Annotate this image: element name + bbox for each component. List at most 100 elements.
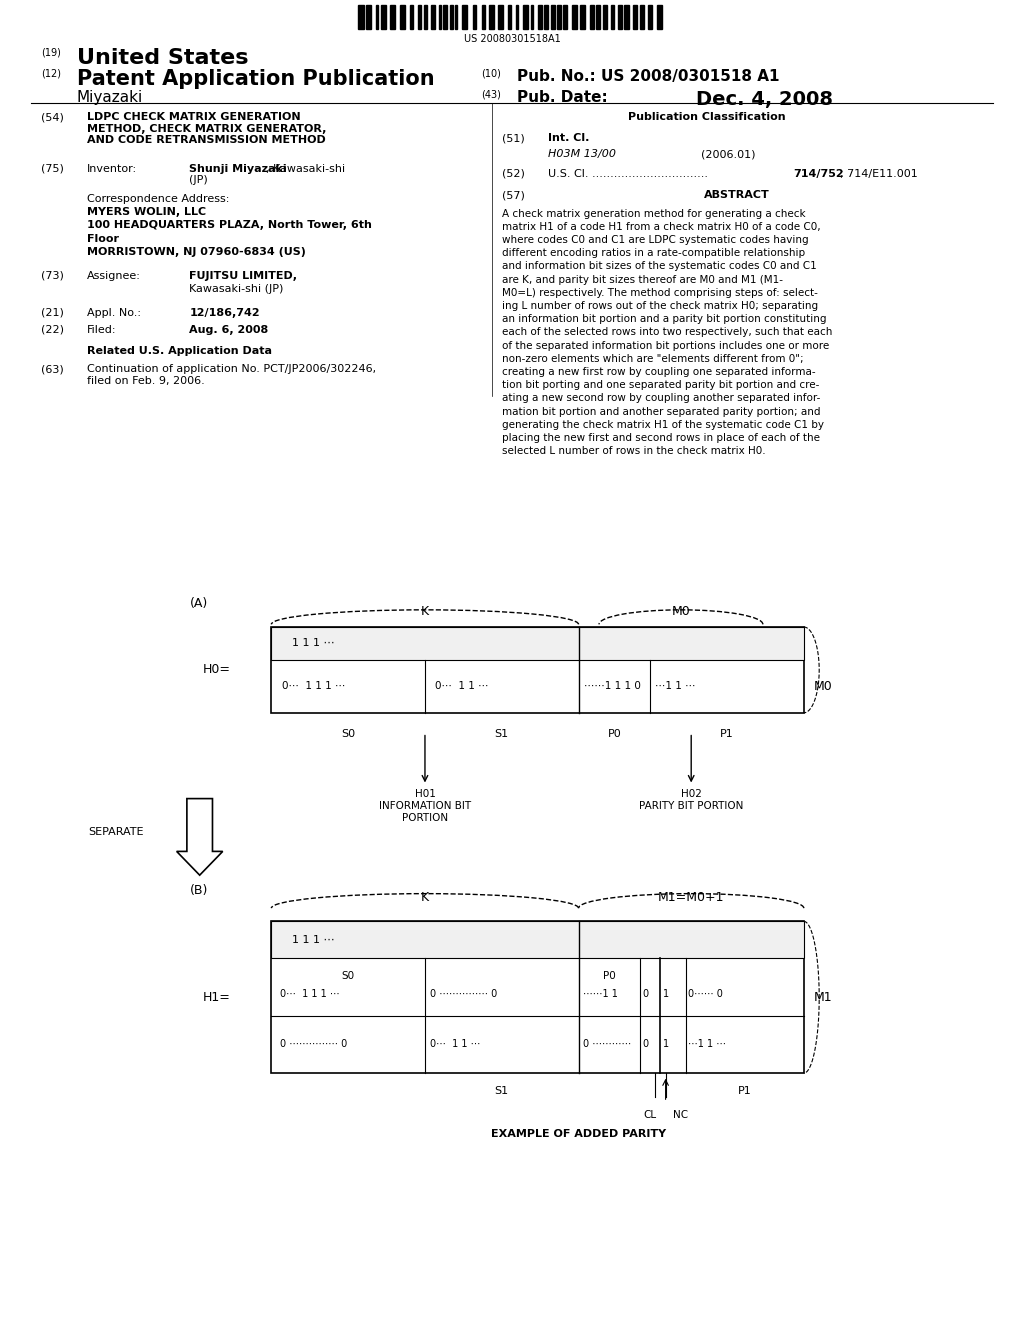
Text: 0: 0 [642,1039,648,1049]
Bar [271,921,804,958]
Text: 0⋯  1 1 1 ⋯: 0⋯ 1 1 1 ⋯ [280,989,339,999]
Bar [443,5,446,29]
Bar [400,5,406,29]
Text: 1 1 1 ⋯: 1 1 1 ⋯ [292,935,335,945]
Bar [366,5,371,29]
Text: ABSTRACT: ABSTRACT [705,190,770,201]
Text: M0: M0 [672,605,690,618]
Bar [498,5,503,29]
Text: Floor: Floor [87,234,119,244]
Bar [538,5,542,29]
Text: CL: CL [644,1110,656,1121]
Text: P0: P0 [603,972,615,982]
Text: EXAMPLE OF ADDED PARITY: EXAMPLE OF ADDED PARITY [490,1129,667,1139]
Text: (21): (21) [41,308,63,318]
Bar [389,5,395,29]
Bar [640,5,644,29]
Text: (A): (A) [189,597,208,610]
Text: , Kawasaki-shi
(JP): , Kawasaki-shi (JP) [189,164,345,185]
Text: (2006.01): (2006.01) [701,149,756,160]
Text: NC: NC [674,1110,688,1121]
Bar [438,5,440,29]
Bar [424,5,427,29]
Bar [610,5,614,29]
Text: H03M 13/00: H03M 13/00 [548,149,615,160]
Text: H0=: H0= [203,664,230,676]
Text: Filed:: Filed: [87,325,117,335]
Text: (63): (63) [41,364,63,375]
Text: (22): (22) [41,325,63,335]
Text: Assignee:: Assignee: [87,271,141,281]
Text: S1: S1 [495,729,509,739]
Text: Related U.S. Application Data: Related U.S. Application Data [87,346,272,356]
Text: 0 ⋯⋯⋯⋯⋯ 0: 0 ⋯⋯⋯⋯⋯ 0 [280,1039,347,1049]
Bar [411,5,413,29]
Text: US 20080301518A1: US 20080301518A1 [464,34,560,45]
Text: 0⋯  1 1 ⋯: 0⋯ 1 1 ⋯ [430,1039,480,1049]
Text: (75): (75) [41,164,63,174]
Text: S1: S1 [495,1086,509,1097]
Bar [381,5,386,29]
Bar [508,5,511,29]
Text: SEPARATE: SEPARATE [88,826,143,837]
Text: Int. Cl.: Int. Cl. [548,133,589,144]
Text: 1 1 1 ⋯: 1 1 1 ⋯ [292,639,335,648]
Text: Inventor:: Inventor: [87,164,137,174]
Bar [618,5,622,29]
Bar [563,5,567,29]
Bar [473,5,476,29]
Bar [489,5,495,29]
Text: S0: S0 [341,729,355,739]
Bar [481,5,485,29]
Bar [544,5,548,29]
Text: S0: S0 [342,972,354,982]
Text: 0: 0 [642,989,648,999]
Text: 100 HEADQUARTERS PLAZA, North Tower, 6th: 100 HEADQUARTERS PLAZA, North Tower, 6th [87,220,372,231]
Text: ⋯⋯1 1: ⋯⋯1 1 [583,989,617,999]
Text: M1=M0+1: M1=M0+1 [658,891,724,904]
Text: 1: 1 [663,1039,669,1049]
Text: (57): (57) [502,190,524,201]
Text: 0⋯⋯ 0: 0⋯⋯ 0 [688,989,723,999]
Bar [572,5,578,29]
Bar [271,627,804,660]
Bar [451,5,453,29]
Text: 1: 1 [663,989,669,999]
Text: (B): (B) [189,884,208,898]
Bar [551,5,555,29]
Text: A check matrix generation method for generating a check
matrix H1 of a code H1 f: A check matrix generation method for gen… [502,209,833,457]
Text: Kawasaki-shi (JP): Kawasaki-shi (JP) [189,284,284,294]
Text: (12): (12) [41,69,61,79]
Bar [530,5,532,29]
Text: LDPC CHECK MATRIX GENERATION
METHOD, CHECK MATRIX GENERATOR,
AND CODE RETRANSMIS: LDPC CHECK MATRIX GENERATION METHOD, CHE… [87,112,327,145]
Text: (73): (73) [41,271,63,281]
Text: (52): (52) [502,169,524,180]
Text: United States: United States [77,48,248,67]
Bar [633,5,637,29]
Text: H02
PARITY BIT PORTION: H02 PARITY BIT PORTION [639,789,743,810]
Text: Correspondence Address:: Correspondence Address: [87,194,229,205]
Text: (10): (10) [481,69,501,79]
Text: ; 714/E11.001: ; 714/E11.001 [840,169,918,180]
Text: Miyazaki: Miyazaki [77,90,143,104]
Bar [656,5,662,29]
Text: Aug. 6, 2008: Aug. 6, 2008 [189,325,268,335]
Text: (19): (19) [41,48,60,58]
Text: M0: M0 [814,680,833,693]
Text: Pub. Date:: Pub. Date: [517,90,608,104]
Text: 0⋯  1 1 ⋯: 0⋯ 1 1 ⋯ [435,681,488,692]
Bar [418,5,422,29]
Bar [603,5,607,29]
Text: Patent Application Publication: Patent Application Publication [77,69,434,88]
Text: Shunji Miyazaki: Shunji Miyazaki [189,164,287,174]
Text: P1: P1 [720,729,734,739]
Text: K: K [421,605,429,618]
Text: U.S. Cl. ................................: U.S. Cl. ...............................… [548,169,708,180]
Text: P1: P1 [738,1086,752,1097]
Text: ⋯⋯1 1 1 0: ⋯⋯1 1 1 0 [584,681,641,692]
Bar [624,5,629,29]
Text: P0: P0 [607,729,622,739]
Bar [557,5,561,29]
Text: H1=: H1= [203,991,230,1003]
FancyArrow shape [177,799,223,875]
